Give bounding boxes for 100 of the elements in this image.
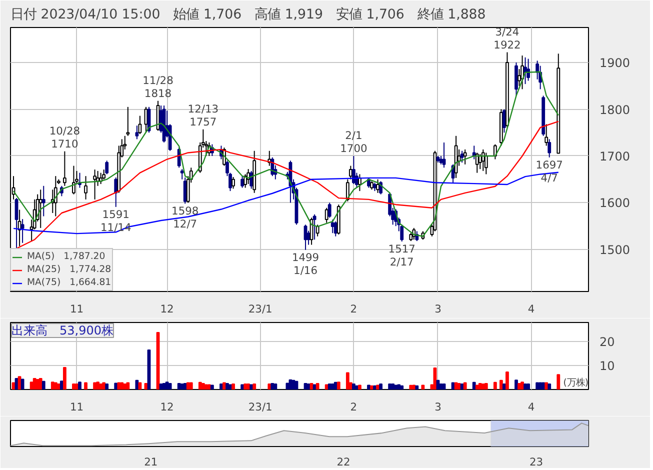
bar xyxy=(460,383,464,390)
bar xyxy=(524,383,527,390)
bar xyxy=(75,383,78,390)
bar xyxy=(226,383,229,390)
candlestick xyxy=(232,176,235,190)
bar xyxy=(346,372,350,390)
candlestick xyxy=(324,207,328,224)
bar xyxy=(472,382,476,390)
bar xyxy=(415,385,419,390)
x-tick-label: 4 xyxy=(528,302,535,316)
candlestick xyxy=(93,169,96,200)
x-tick-label: 12 xyxy=(160,400,174,414)
bar xyxy=(442,383,446,390)
bar xyxy=(222,382,226,390)
bar xyxy=(168,383,172,390)
x-tick-label: 2 xyxy=(350,400,358,414)
candlestick xyxy=(304,224,308,250)
bar xyxy=(388,383,392,390)
annotation: 1697 4/7 xyxy=(536,158,563,184)
x-tick-label: 11 xyxy=(70,302,84,316)
bar xyxy=(135,380,139,390)
bar xyxy=(475,384,479,390)
bar xyxy=(306,383,310,390)
bar xyxy=(201,383,205,390)
y-tick-label: 10 xyxy=(600,359,615,374)
x-tick-label: 23 xyxy=(529,456,544,468)
bar xyxy=(42,380,46,390)
chart-title: 出来高 53,900株 xyxy=(12,324,114,338)
bar xyxy=(499,380,503,390)
candlestick xyxy=(514,62,518,96)
candlestick xyxy=(240,176,244,188)
annotation: 1598 12/7 xyxy=(172,204,199,231)
bar xyxy=(367,384,370,390)
annotation: 10/28 1710 xyxy=(49,124,80,150)
bar xyxy=(78,382,82,390)
bar xyxy=(250,384,254,390)
bar xyxy=(502,383,506,390)
bar xyxy=(252,383,256,390)
legend-label: MA(5) 1,787.20 xyxy=(27,250,106,263)
bar xyxy=(210,384,214,390)
candlestick xyxy=(183,176,187,204)
bar xyxy=(207,384,211,390)
y-tick-label: 1900 xyxy=(600,56,630,70)
candlestick xyxy=(348,165,352,180)
bar xyxy=(165,382,169,390)
bar xyxy=(544,382,548,390)
bar xyxy=(274,383,278,390)
bar xyxy=(177,383,181,390)
bar xyxy=(232,383,235,390)
x-tick-label: 11 xyxy=(70,400,84,414)
candlestick xyxy=(72,165,76,195)
bar xyxy=(436,380,440,390)
bar xyxy=(304,383,308,390)
candlestick xyxy=(463,148,467,165)
bar xyxy=(412,384,416,390)
bar xyxy=(328,383,332,390)
bar xyxy=(484,383,488,390)
bar xyxy=(18,376,22,390)
bar xyxy=(358,384,362,390)
bar xyxy=(526,383,530,390)
bar xyxy=(198,382,202,390)
candlestick xyxy=(502,108,506,134)
bar xyxy=(310,383,314,390)
bar xyxy=(493,382,497,390)
bar xyxy=(379,383,382,390)
bar xyxy=(268,383,272,390)
bar xyxy=(457,383,461,390)
x-tick-label: 21 xyxy=(144,456,158,468)
legend-label: MA(25) 1,774.28 xyxy=(27,263,112,276)
bar xyxy=(159,383,163,390)
bar xyxy=(32,378,36,390)
candlestick xyxy=(42,185,46,217)
bar xyxy=(62,366,66,390)
candlestick xyxy=(346,178,350,202)
bar xyxy=(520,382,524,390)
bar xyxy=(463,382,467,390)
bar xyxy=(138,382,142,390)
candlestick xyxy=(442,142,446,168)
annotation: 3/24 1922 xyxy=(494,25,521,52)
candlestick xyxy=(138,115,142,135)
bar xyxy=(548,383,552,390)
candlestick xyxy=(180,168,184,180)
bar xyxy=(20,378,24,390)
x-tick-label: 12 xyxy=(160,302,174,316)
x-tick-label: 23/1 xyxy=(248,302,272,316)
y-tick-label: 1500 xyxy=(600,242,630,257)
bar xyxy=(246,383,250,390)
bar xyxy=(373,385,376,390)
bar xyxy=(105,383,109,390)
bar xyxy=(220,383,223,390)
y-axis-title: (万株) xyxy=(563,378,589,388)
bar xyxy=(183,383,187,390)
legend-label: MA(75) 1,664.81 xyxy=(27,276,112,289)
candlestick xyxy=(62,150,66,186)
bar xyxy=(376,384,380,390)
annotation: 11/28 1818 xyxy=(142,74,174,100)
y-tick-label: 1700 xyxy=(600,149,630,164)
candlestick xyxy=(102,169,106,180)
x-tick-label: 3 xyxy=(434,400,442,414)
bar xyxy=(336,382,340,390)
